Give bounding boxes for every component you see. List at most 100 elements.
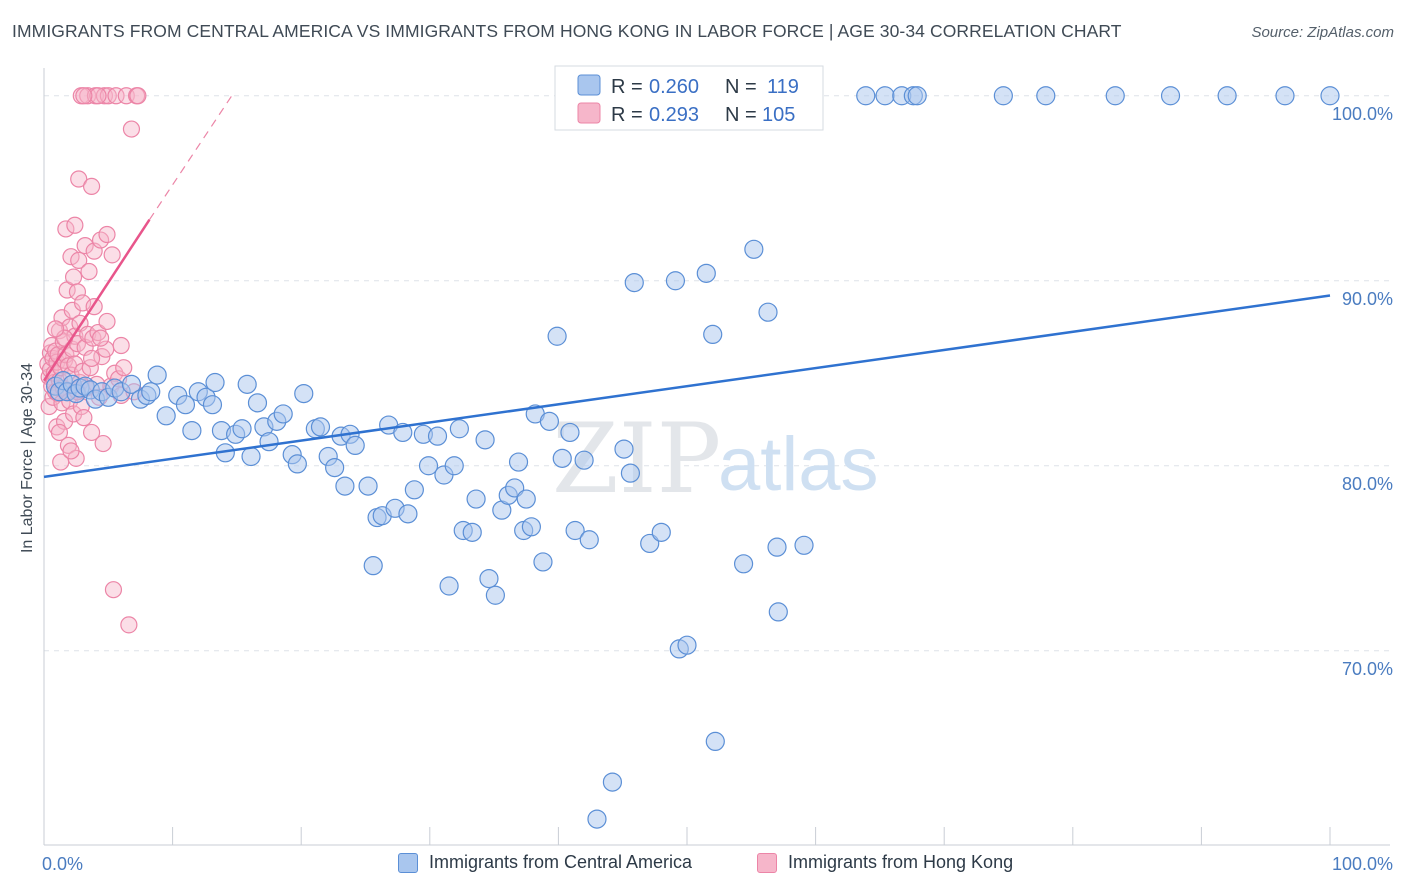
data-point-hong-kong: [75, 409, 93, 427]
data-point-hong-kong: [122, 120, 141, 138]
data-point-central-america: [310, 417, 331, 437]
data-point-central-america: [758, 302, 778, 322]
trendline-central-america: [43, 294, 1331, 479]
data-point-hong-kong: [91, 329, 110, 347]
data-point-central-america: [907, 86, 927, 106]
data-point-central-america: [205, 372, 225, 393]
data-point-hong-kong: [112, 336, 130, 355]
legend-n-value-blue: 119: [767, 76, 799, 98]
y-tick-label: 100.0%: [1332, 104, 1393, 124]
trendlines: [42, 95, 1331, 479]
data-point-hong-kong: [129, 87, 147, 105]
data-point-hong-kong: [66, 216, 84, 234]
data-point-central-america: [602, 772, 623, 792]
chart-source: Source: ZipAtlas.com: [1251, 24, 1394, 41]
data-point-central-america: [466, 489, 486, 509]
data-point-hong-kong: [57, 220, 75, 238]
legend-n-value-pink: 105: [762, 104, 795, 126]
data-point-hong-kong: [46, 320, 65, 338]
legend-r-label-pink: R =: [611, 104, 643, 126]
legend-r-value-pink: 0.293: [649, 104, 699, 126]
data-point-central-america: [744, 239, 764, 259]
data-point-hong-kong: [75, 87, 93, 105]
data-point-central-america: [539, 411, 559, 431]
data-point-hong-kong: [82, 423, 101, 442]
data-point-central-america: [651, 522, 671, 542]
data-point-central-america: [141, 382, 161, 402]
data-point-hong-kong: [115, 359, 133, 377]
data-point-central-america: [404, 480, 424, 500]
data-point-central-america: [1217, 86, 1237, 106]
data-point-hong-kong: [64, 268, 83, 286]
data-point-central-america: [462, 522, 482, 542]
data-point-central-america: [418, 456, 439, 476]
data-point-central-america: [1105, 86, 1125, 106]
data-point-central-america: [121, 374, 142, 394]
x-tick-label: 0.0%: [42, 854, 83, 874]
watermark: ZIP atlas: [552, 403, 879, 515]
data-point-hong-kong: [70, 170, 88, 188]
data-point-central-america: [232, 419, 252, 439]
legend-n-label-blue: N =: [725, 76, 757, 98]
y-tick-labels: 100.0% 90.0% 80.0% 70.0%: [1332, 104, 1393, 679]
data-point-central-america: [703, 324, 723, 344]
data-point-central-america: [175, 395, 196, 415]
data-point-central-america: [363, 556, 383, 576]
data-point-central-america: [247, 393, 268, 413]
legend-r-value-blue: 0.260: [649, 76, 699, 98]
pink-series-points: [39, 87, 147, 634]
data-point-central-america: [665, 271, 686, 291]
data-point-central-america: [794, 535, 814, 555]
data-point-central-america: [241, 446, 261, 467]
data-point-hong-kong: [82, 177, 101, 195]
data-point-hong-kong: [80, 262, 98, 281]
data-point-central-america: [505, 478, 525, 498]
data-point-central-america: [560, 422, 580, 443]
data-point-central-america: [614, 439, 634, 459]
correlation-legend: R = 0.260 N = 119 R = 0.293 N = 105: [554, 65, 824, 131]
data-point-central-america: [640, 533, 660, 554]
data-point-hong-kong: [120, 616, 138, 634]
data-point-hong-kong: [103, 246, 121, 264]
bottom-legend-label: Immigrants from Hong Kong: [788, 852, 1014, 872]
data-point-central-america: [1036, 86, 1056, 106]
y-tick-label: 80.0%: [1342, 474, 1393, 494]
data-point-central-america: [345, 435, 365, 455]
data-point-central-america: [449, 419, 469, 439]
data-point-central-america: [147, 365, 167, 385]
trendline-hong-kong-extension: [148, 95, 233, 221]
data-point-central-america: [521, 517, 541, 537]
data-point-central-america: [579, 530, 599, 550]
chart-title: IMMIGRANTS FROM CENTRAL AMERICA VS IMMIG…: [12, 21, 1122, 41]
data-point-central-america: [439, 576, 459, 596]
data-point-hong-kong: [89, 87, 107, 105]
x-tick-labels: 0.0% 100.0%: [42, 854, 1393, 874]
data-point-central-america: [287, 454, 307, 474]
axes: [43, 68, 1390, 846]
data-point-central-america: [533, 552, 553, 572]
data-point-central-america: [624, 273, 644, 293]
data-point-hong-kong: [94, 434, 112, 453]
data-point-central-america: [767, 537, 787, 557]
data-point-central-america: [508, 452, 529, 472]
data-point-hong-kong: [76, 237, 94, 255]
legend-swatch-blue: [577, 74, 601, 96]
data-point-central-america: [516, 489, 536, 509]
bottom-legend-item-hong-kong: Immigrants from Hong Kong: [757, 852, 1013, 873]
data-point-central-america: [1275, 86, 1295, 106]
data-point-central-america: [705, 731, 725, 752]
x-tick-label: 100.0%: [1332, 854, 1393, 874]
data-point-central-america: [856, 86, 876, 106]
data-point-central-america: [768, 602, 788, 622]
data-point-central-america: [993, 86, 1013, 106]
bottom-legend-label: Immigrants from Central America: [429, 852, 693, 872]
data-point-central-america: [182, 421, 202, 441]
data-point-hong-kong: [68, 283, 87, 301]
data-point-central-america: [1320, 86, 1340, 106]
gridlines: [44, 95, 1390, 652]
data-point-central-america: [273, 404, 293, 424]
data-point-central-america: [677, 635, 697, 655]
data-point-central-america: [335, 476, 355, 496]
data-point-central-america: [156, 406, 176, 426]
data-point-central-america: [358, 476, 378, 496]
